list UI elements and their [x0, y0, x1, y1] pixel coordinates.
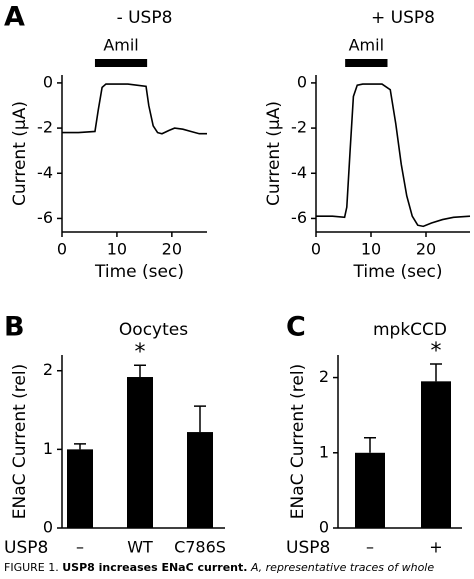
stimulus-bar — [345, 59, 388, 67]
caption-label: FIGURE 1. — [4, 561, 59, 574]
error-bar — [430, 363, 442, 382]
y-tick-label: -6 — [37, 208, 53, 227]
y-tick-label: -2 — [37, 118, 53, 137]
x-axis-label: USP8 — [286, 538, 330, 558]
caption-bold: USP8 increases ENaC current. — [62, 561, 247, 574]
x-tick-label: C786S — [174, 538, 226, 557]
y-tick-label: 0 — [297, 72, 307, 91]
y-axis-label: ENaC Current (rel) — [10, 364, 30, 519]
bar — [187, 432, 213, 528]
bar — [355, 452, 385, 528]
error-bar — [364, 436, 376, 453]
chart-title: + USP8 — [371, 8, 435, 28]
x-tick-label: 0 — [311, 240, 321, 259]
error-bar — [194, 405, 206, 433]
y-tick-label: 2 — [319, 367, 329, 386]
y-axis-label: ENaC Current (rel) — [288, 364, 308, 519]
x-tick-label: 0 — [57, 240, 67, 259]
y-tick-label: -6 — [291, 208, 307, 227]
trace — [62, 83, 207, 135]
y-tick-label: 1 — [43, 439, 53, 458]
error-bar — [134, 364, 146, 378]
trace — [316, 83, 471, 228]
x-tick-label: 10 — [107, 240, 127, 259]
panel-label: A — [4, 2, 25, 33]
y-tick-label: 1 — [319, 442, 329, 461]
y-tick-label: -4 — [291, 163, 307, 182]
panel-label: B — [4, 312, 25, 343]
significance-mark: * — [135, 340, 146, 365]
y-axis-label: Current (µA) — [10, 101, 30, 206]
bar — [421, 381, 451, 528]
x-axis-label: USP8 — [4, 538, 48, 558]
y-tick-label: -4 — [37, 163, 53, 182]
bar — [67, 449, 93, 528]
x-axis-label: Time (sec) — [94, 262, 184, 282]
y-tick-label: 0 — [43, 518, 53, 537]
error-bar — [74, 443, 86, 450]
chart-title: - USP8 — [117, 8, 173, 28]
stimulus-label: Amil — [349, 36, 384, 55]
caption-text: A, representative traces of whole — [250, 561, 434, 574]
panel-label: C — [286, 312, 306, 343]
bar — [127, 377, 153, 528]
y-axis-label: Current (µA) — [264, 101, 284, 206]
x-tick-label: 10 — [361, 240, 381, 259]
significance-mark: * — [431, 339, 442, 364]
x-tick-label: 20 — [416, 240, 436, 259]
x-tick-label: – — [366, 538, 374, 557]
y-tick-label: 0 — [43, 72, 53, 91]
stimulus-label: Amil — [103, 36, 138, 55]
y-tick-label: 2 — [43, 360, 53, 379]
y-tick-label: 0 — [319, 518, 329, 537]
x-tick-label: 20 — [162, 240, 182, 259]
chart-title: Oocytes — [119, 320, 188, 340]
caption: FIGURE 1. USP8 increases ENaC current. A… — [4, 561, 434, 574]
x-tick-label: WT — [127, 538, 153, 557]
x-axis-label: Time (sec) — [353, 262, 443, 282]
x-tick-label: – — [76, 538, 84, 557]
y-tick-label: -2 — [291, 118, 307, 137]
stimulus-bar — [94, 59, 148, 67]
chart-title: mpkCCD — [373, 320, 447, 340]
x-tick-label: + — [429, 538, 442, 557]
